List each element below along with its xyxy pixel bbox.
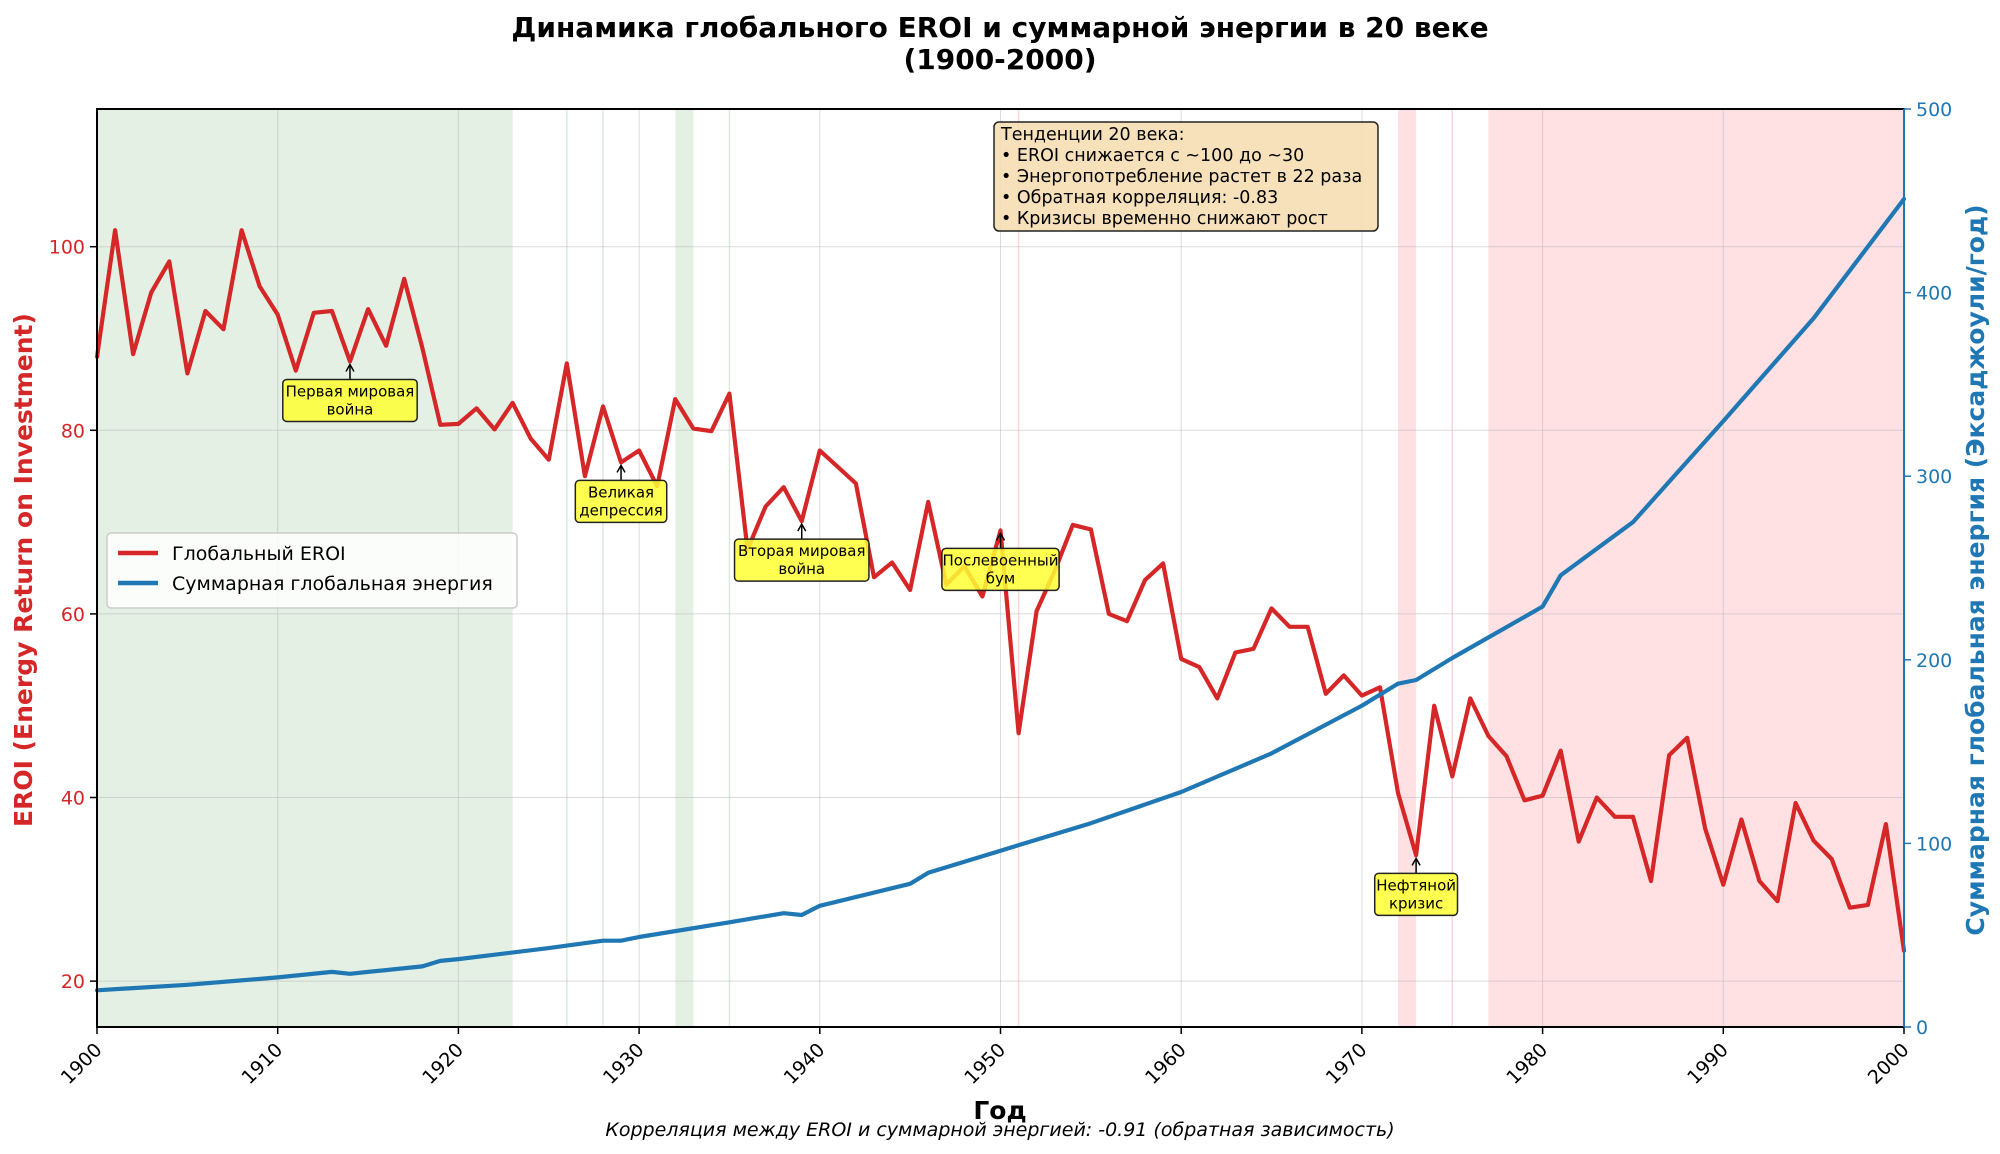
annotation-label: бум [986, 569, 1015, 587]
annotation-box [941, 547, 1060, 592]
y-right-tick-label: 500 [1916, 99, 1952, 121]
eroi-line [94, 228, 1907, 953]
legend-energy-label: Суммарная глобальная энергия [172, 573, 493, 595]
annotation-label: Первая мировая [286, 382, 415, 400]
y-right-tick-label: 100 [1916, 833, 1952, 855]
annotation-label: война [327, 400, 374, 418]
info-box-line: • Обратная корреляция: -0.83 [1001, 188, 1278, 208]
annotation-label: Послевоенный [943, 551, 1059, 569]
legend: Глобальный EROI Суммарная глобальная эне… [106, 532, 518, 609]
legend-frame [106, 532, 518, 609]
annotation-arrowhead [345, 362, 355, 372]
info-box-line: • EROI снижается с ~100 до ~30 [1001, 146, 1304, 166]
annotation-label: война [778, 560, 825, 578]
y-left-tick-label: 80 [61, 420, 85, 442]
y-right-tick-label: 400 [1916, 283, 1952, 305]
info-box: Тенденции 20 века: • EROI снижается с ~1… [993, 121, 1379, 232]
annotation-label: Нефтяной [1376, 876, 1456, 894]
info-box-line: Тенденции 20 века: [1000, 125, 1185, 145]
annotations: Первая мироваявойнаВеликаядепрессияВтора… [282, 362, 1459, 917]
info-box-line: • Кризисы временно снижают рост [1001, 209, 1328, 229]
y-left-tick-label: 20 [61, 971, 85, 993]
y-left-tick-label: 100 [49, 237, 85, 259]
chart-title-line2: (1900-2000) [903, 43, 1096, 76]
shaded-period [1488, 109, 1904, 1027]
annotation-box [1373, 872, 1459, 917]
annotation-box [282, 378, 418, 423]
shaded-period [1398, 109, 1417, 1027]
legend-eroi-label: Глобальный EROI [172, 543, 346, 565]
annotation-arrowhead [616, 463, 626, 473]
info-box-frame [993, 121, 1379, 232]
y-left-tick-label: 60 [61, 604, 85, 626]
chart-title-line1: Динамика глобального EROI и суммарной эн… [511, 11, 1488, 44]
y-axis-right-label: Суммарная глобальная энергия (Эксаджоули… [1961, 204, 1990, 935]
annotation-box [733, 538, 870, 582]
correlation-footnote: Корреляция между EROI и суммарной энерги… [605, 1119, 1394, 1141]
y-right-tick-label: 0 [1916, 1017, 1928, 1039]
info-box-line: • Энергопотребление растет в 22 раза [1001, 167, 1362, 187]
axes [90, 108, 1911, 1034]
y-axis-left-label: EROI (Energy Return on Investment) [9, 313, 38, 827]
annotation-label: Великая [588, 483, 654, 501]
annotation-label: депрессия [579, 501, 662, 519]
shaded-period [675, 109, 694, 1027]
annotation-arrowhead [797, 522, 807, 532]
y-right-tick-label: 300 [1916, 466, 1952, 488]
annotation-arrowhead [1411, 856, 1421, 866]
y-left-tick-label: 40 [61, 788, 85, 810]
energy-line [94, 196, 1907, 993]
x-axis-label: Год [973, 1096, 1026, 1125]
annotation-arrowhead [995, 531, 1006, 541]
annotation-box [574, 479, 668, 524]
annotation-label: кризис [1389, 894, 1443, 912]
series-lines [94, 196, 1907, 993]
y-right-tick-label: 200 [1916, 650, 1952, 672]
annotation-label: Вторая мировая [738, 542, 866, 560]
